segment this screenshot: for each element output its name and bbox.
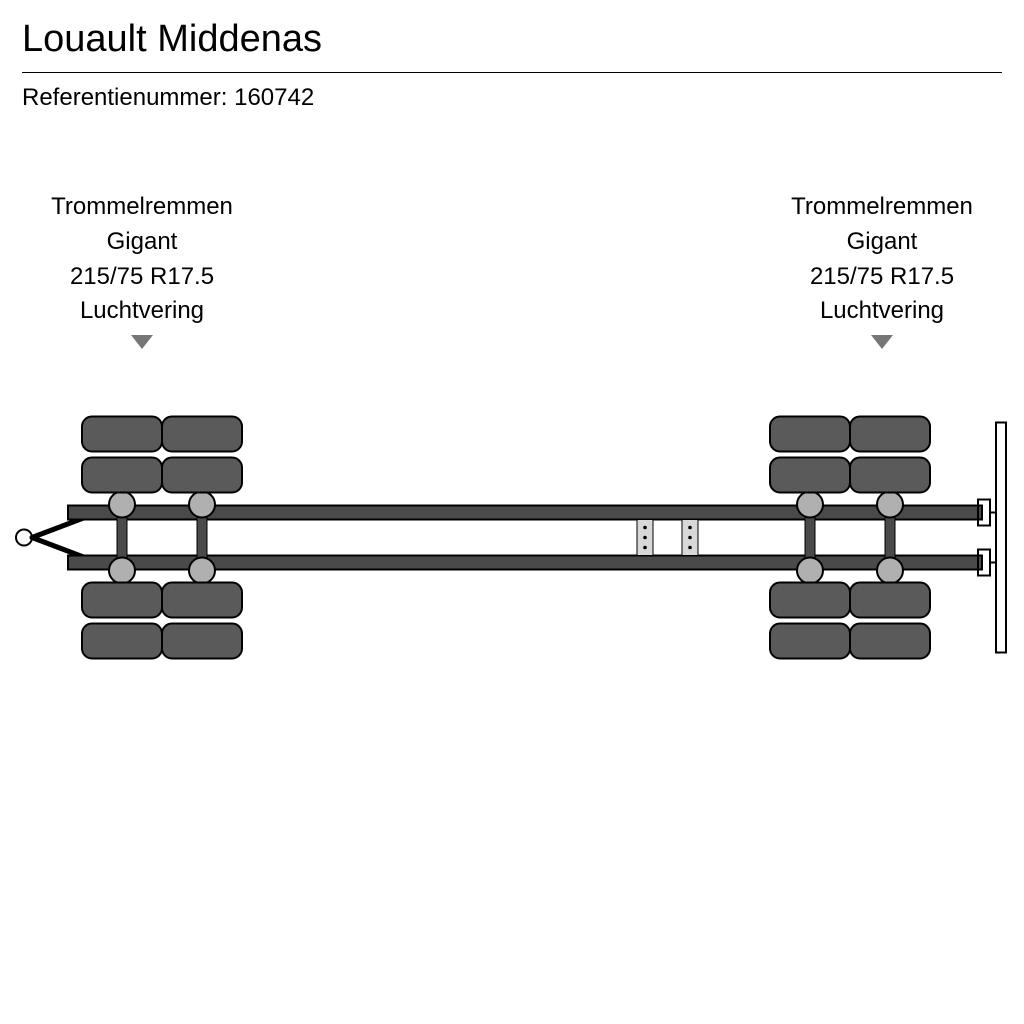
axle-left-brand: Gigant — [12, 225, 272, 260]
title-divider — [22, 72, 1002, 73]
chassis-diagram — [10, 380, 1014, 695]
axle-left-brake: Trommelremmen — [12, 190, 272, 225]
reference-label: Referentienummer: — [22, 84, 227, 111]
axle-label-left: Trommelremmen Gigant 215/75 R17.5 Luchtv… — [12, 190, 272, 349]
axle-left-suspension: Luchtvering — [12, 294, 272, 329]
page-title: Louault Middenas — [22, 18, 322, 61]
axle-right-tire: 215/75 R17.5 — [752, 260, 1012, 295]
axle-label-right: Trommelremmen Gigant 215/75 R17.5 Luchtv… — [752, 190, 1012, 349]
reference-value: 160742 — [234, 84, 314, 111]
axle-right-brand: Gigant — [752, 225, 1012, 260]
axle-right-brake: Trommelremmen — [752, 190, 1012, 225]
axle-left-tire: 215/75 R17.5 — [12, 260, 272, 295]
chevron-down-icon — [131, 335, 153, 349]
reference-line: Referentienummer: 160742 — [22, 84, 314, 112]
axle-right-suspension: Luchtvering — [752, 294, 1012, 329]
chevron-down-icon — [871, 335, 893, 349]
